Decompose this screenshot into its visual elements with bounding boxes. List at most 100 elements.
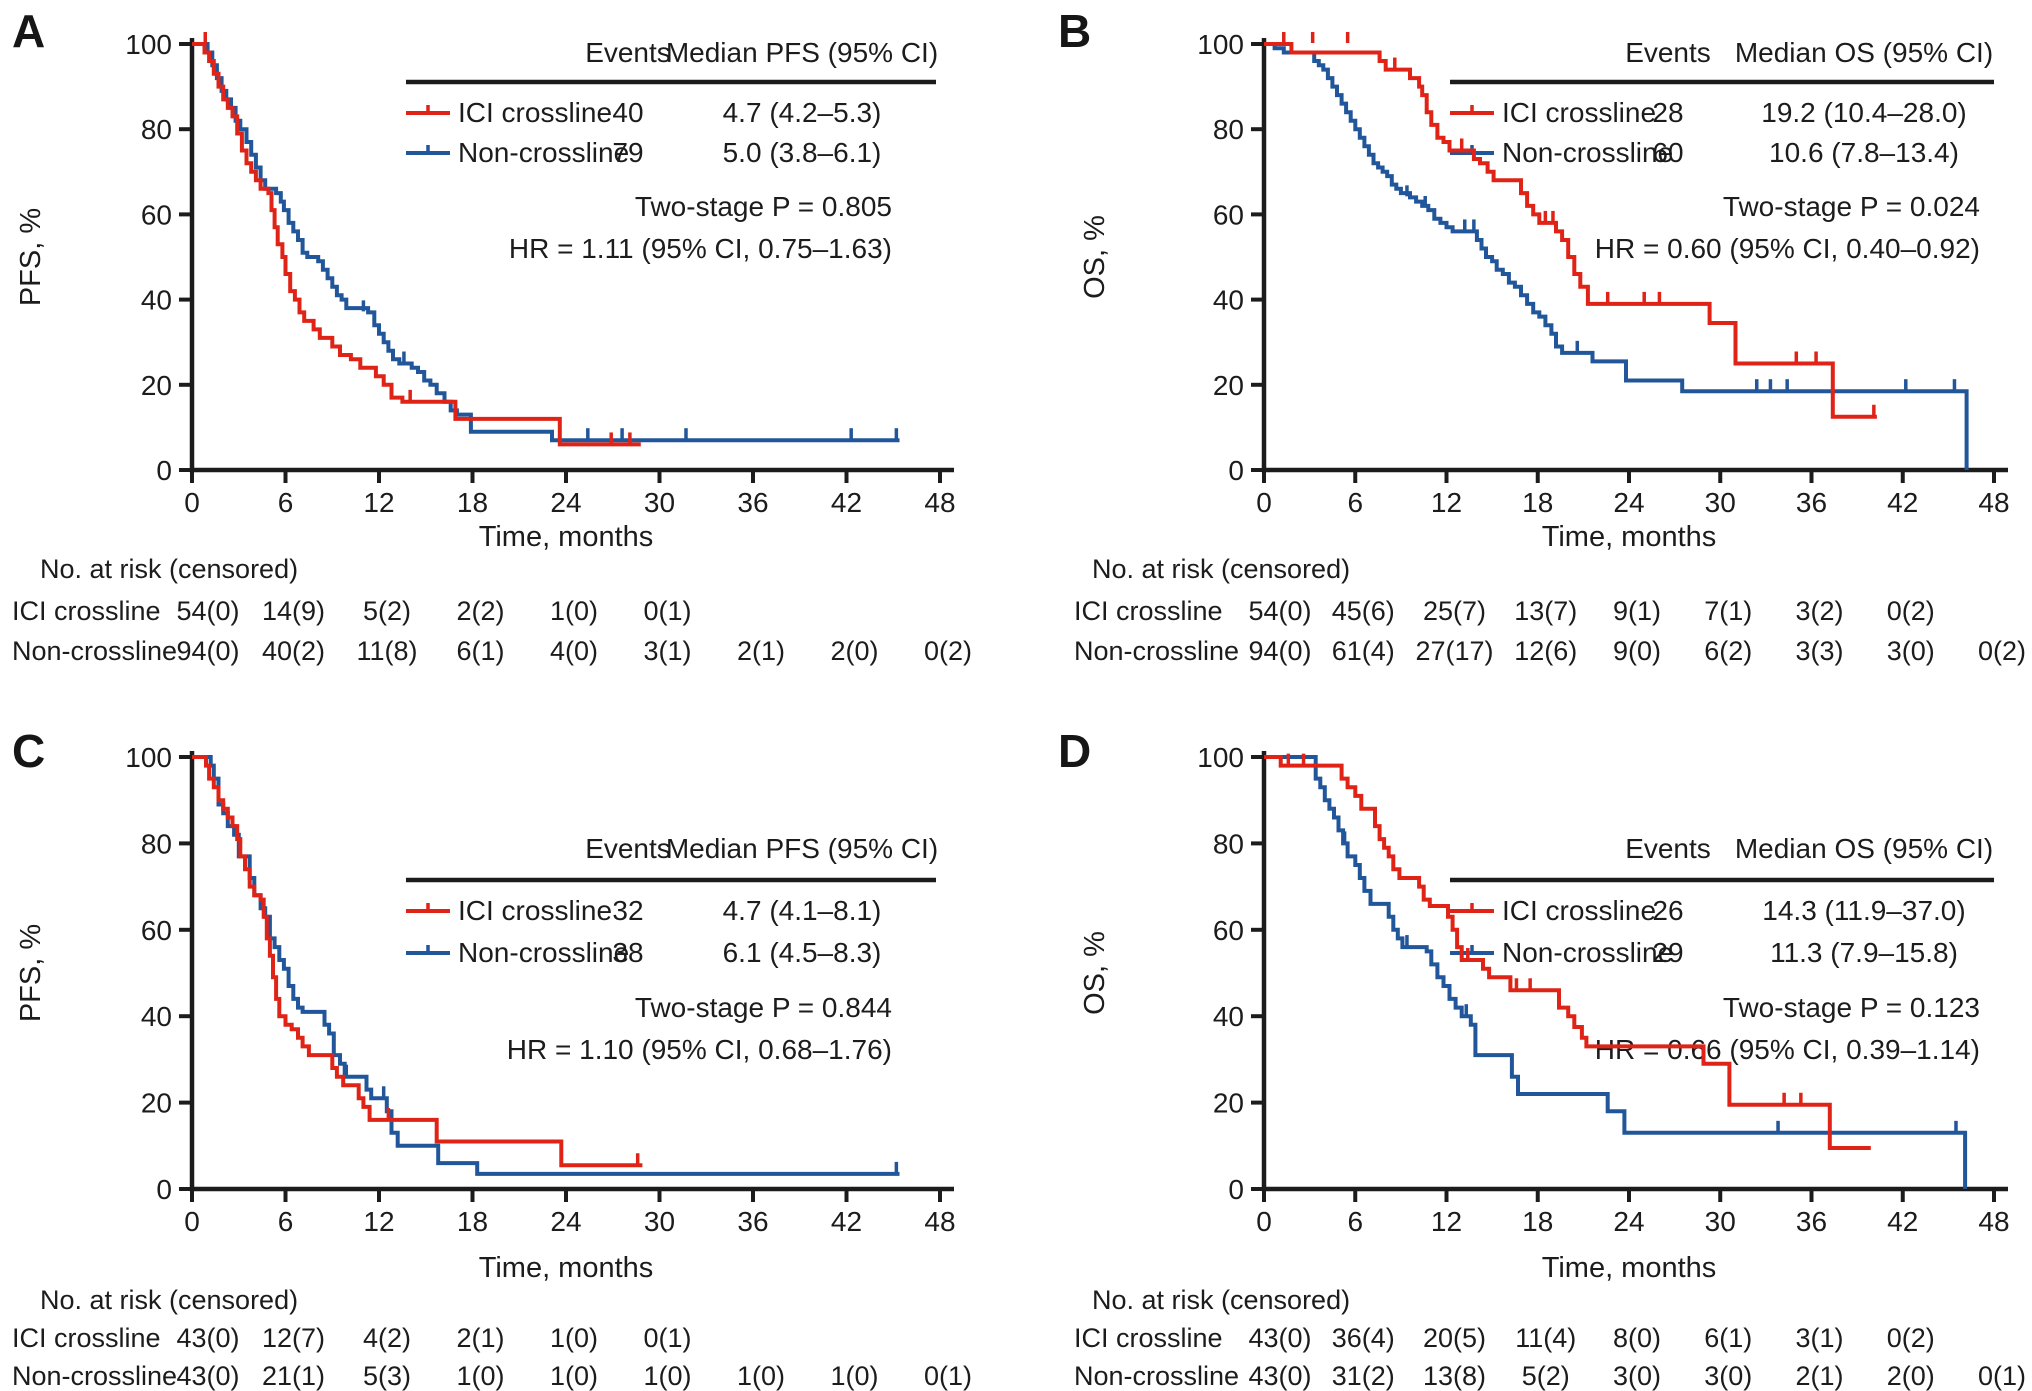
risk-value: 3(0) xyxy=(1887,636,1935,666)
risk-value: 8(0) xyxy=(1613,1323,1661,1353)
y-tick-label: 80 xyxy=(141,828,172,859)
risk-value: 12(6) xyxy=(1514,636,1577,666)
risk-value: 45(6) xyxy=(1332,596,1395,626)
km-curve-non-crossline xyxy=(192,42,900,443)
y-tick-label: 60 xyxy=(1213,915,1244,946)
km-curve-ici-crossline xyxy=(1264,755,1871,1150)
x-tick-label: 18 xyxy=(1522,1206,1553,1237)
legend-series-name: ICI crossline xyxy=(1502,895,1656,926)
legend-median-value: 11.3 (7.9–15.8) xyxy=(1770,937,1958,968)
legend-events-value: 40 xyxy=(612,97,643,128)
risk-value: 11(8) xyxy=(356,636,417,666)
y-tick-label: 40 xyxy=(1213,1001,1244,1032)
y-tick-label: 80 xyxy=(1213,114,1244,145)
p-value-text: Two-stage P = 0.123 xyxy=(1723,992,1980,1023)
y-tick-label: 20 xyxy=(141,1088,172,1119)
legend-median-header: Median OS (95% CI) xyxy=(1735,833,1993,864)
risk-value: 13(8) xyxy=(1423,1361,1486,1391)
risk-value: 43(0) xyxy=(1248,1361,1311,1391)
risk-value: 1(0) xyxy=(830,1361,878,1391)
x-tick-label: 24 xyxy=(1613,1206,1644,1237)
legend-events-header: Events xyxy=(585,833,671,864)
x-tick-label: 12 xyxy=(1431,1206,1462,1237)
y-tick-label: 60 xyxy=(141,915,172,946)
x-tick-label: 30 xyxy=(644,1206,675,1237)
risk-row-label: ICI crossline xyxy=(12,596,161,626)
p-value-text: Two-stage P = 0.805 xyxy=(635,191,892,222)
risk-value: 40(2) xyxy=(262,636,325,666)
risk-value: 1(0) xyxy=(456,1361,504,1391)
legend-events-header: Events xyxy=(585,37,671,68)
risk-row-label: ICI crossline xyxy=(1074,596,1223,626)
risk-table-title: No. at risk (censored) xyxy=(40,554,298,584)
legend-median-header: Median PFS (95% CI) xyxy=(666,833,938,864)
panel-letter-c: C xyxy=(12,725,46,777)
legend-series-name: Non-crossline xyxy=(1502,137,1673,168)
y-tick-label: 40 xyxy=(141,1001,172,1032)
x-tick-label: 48 xyxy=(1978,1206,2009,1237)
legend-median-header: Median OS (95% CI) xyxy=(1735,37,1993,68)
y-tick-label: 100 xyxy=(125,742,172,773)
x-tick-label: 42 xyxy=(831,1206,862,1237)
risk-value: 0(1) xyxy=(643,1323,691,1353)
legend-median-value: 19.2 (10.4–28.0) xyxy=(1761,97,1967,128)
y-tick-label: 60 xyxy=(1213,199,1244,230)
x-tick-label: 6 xyxy=(1347,487,1363,518)
y-tick-label: 0 xyxy=(1228,455,1244,486)
risk-value: 6(1) xyxy=(1704,1323,1752,1353)
risk-value: 14(9) xyxy=(262,596,325,626)
risk-value: 13(7) xyxy=(1514,596,1577,626)
risk-value: 43(0) xyxy=(176,1361,239,1391)
risk-value: 3(2) xyxy=(1795,596,1843,626)
x-tick-label: 0 xyxy=(184,487,200,518)
risk-value: 0(2) xyxy=(1978,636,2026,666)
panel-d-chart: 0 20 40 60 80 100 0 6 12 18 24 30 36 42 48 Time, months… xyxy=(1074,742,2026,1391)
risk-value: 1(0) xyxy=(550,1361,598,1391)
risk-value: 12(7) xyxy=(262,1323,325,1353)
x-tick-label: 0 xyxy=(1256,487,1272,518)
x-tick-label: 48 xyxy=(1978,487,2009,518)
hazard-ratio-text: HR = 0.66 (95% CI, 0.39–1.14) xyxy=(1595,1034,1980,1065)
x-tick-label: 12 xyxy=(363,1206,394,1237)
risk-value: 54(0) xyxy=(1248,596,1311,626)
y-axis-title: OS, % xyxy=(1079,215,1111,299)
x-tick-label: 24 xyxy=(550,1206,581,1237)
risk-value: 6(1) xyxy=(456,636,504,666)
risk-value: 3(0) xyxy=(1704,1361,1752,1391)
legend-series-name: Non-crossline xyxy=(1502,937,1673,968)
x-tick-label: 30 xyxy=(1705,487,1736,518)
risk-value: 0(2) xyxy=(1887,1323,1935,1353)
risk-value: 2(1) xyxy=(1795,1361,1843,1391)
legend-events-value: 60 xyxy=(1652,137,1683,168)
risk-row-label: Non-crossline xyxy=(12,636,177,666)
y-tick-label: 0 xyxy=(156,455,172,486)
legend-events-value: 38 xyxy=(612,937,643,968)
risk-value: 9(1) xyxy=(1613,596,1661,626)
x-tick-label: 18 xyxy=(457,1206,488,1237)
x-tick-label: 18 xyxy=(1522,487,1553,518)
y-tick-label: 80 xyxy=(1213,828,1244,859)
risk-value: 11(4) xyxy=(1515,1323,1576,1353)
x-tick-label: 30 xyxy=(1705,1206,1736,1237)
risk-table-title: No. at risk (censored) xyxy=(40,1285,298,1315)
legend-median-value: 4.7 (4.1–8.1) xyxy=(723,895,882,926)
risk-value: 27(17) xyxy=(1415,636,1493,666)
legend-median-value: 6.1 (4.5–8.3) xyxy=(723,937,882,968)
x-axis-title: Time, months xyxy=(1542,521,1717,553)
risk-value: 2(0) xyxy=(1887,1361,1935,1391)
y-tick-label: 0 xyxy=(1228,1174,1244,1205)
legend-series-name: Non-crossline xyxy=(458,137,629,168)
y-tick-label: 20 xyxy=(1213,1088,1244,1119)
risk-value: 94(0) xyxy=(176,636,239,666)
x-tick-label: 6 xyxy=(278,487,294,518)
km-curve-ici-crossline xyxy=(1264,42,1877,419)
km-curve-ici-crossline xyxy=(192,755,643,1168)
y-tick-label: 100 xyxy=(125,29,172,60)
risk-value: 3(3) xyxy=(1795,636,1843,666)
risk-value: 5(2) xyxy=(1522,1361,1570,1391)
x-tick-label: 24 xyxy=(1613,487,1644,518)
risk-value: 1(0) xyxy=(550,596,598,626)
y-axis-title: OS, % xyxy=(1079,931,1111,1015)
risk-value: 2(2) xyxy=(456,596,504,626)
